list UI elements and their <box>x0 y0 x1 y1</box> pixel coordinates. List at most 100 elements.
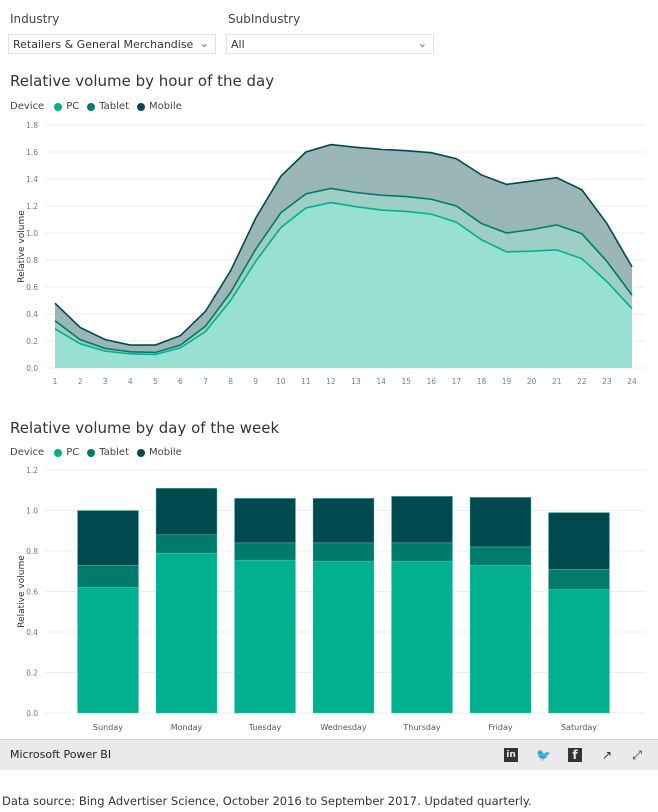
legend-tablet[interactable]: Tablet <box>99 101 129 112</box>
x-tick-label: Tuesday <box>248 723 282 732</box>
bar-mobile-saturday <box>548 512 610 570</box>
x-tick-label: 11 <box>301 377 311 386</box>
x-tick-label: 1 <box>53 377 58 386</box>
x-tick-label: 2 <box>78 377 83 386</box>
x-tick-label: 3 <box>103 377 108 386</box>
y-tick-label: 0.6 <box>26 588 38 597</box>
pc-dot-icon <box>54 102 63 111</box>
industry-value: Retailers & General Merchandise <box>13 38 194 51</box>
expand-icon[interactable]: ⤢ <box>632 748 642 762</box>
x-tick-label: 8 <box>228 377 233 386</box>
x-tick-label: 9 <box>253 377 258 386</box>
x-tick-label: 17 <box>452 377 462 386</box>
line-pc <box>54 201 633 356</box>
weekly-chart-title: Relative volume by day of the week <box>10 419 280 437</box>
x-tick-label: 6 <box>178 377 183 386</box>
chevron-down-icon: ⌄ <box>417 37 427 50</box>
x-tick-label: 23 <box>602 377 612 386</box>
facebook-icon[interactable]: f <box>568 748 582 762</box>
share-icon[interactable]: ↗ <box>601 748 613 762</box>
legend-mobile[interactable]: Mobile <box>149 447 182 458</box>
tablet-dot-icon <box>87 102 96 111</box>
line-tablet <box>54 187 633 354</box>
mobile-dot-icon <box>137 448 145 457</box>
x-tick-label: 15 <box>401 377 411 386</box>
y-tick-label: 0.6 <box>26 283 38 292</box>
area-mobile <box>55 144 632 353</box>
twitter-icon[interactable]: 🐦 <box>536 748 551 762</box>
legend-tablet[interactable]: Tablet <box>99 447 129 458</box>
x-tick-label: 4 <box>128 377 133 386</box>
bar-tablet-monday <box>155 534 218 554</box>
area-tablet <box>55 188 632 355</box>
x-tick-label: Friday <box>488 723 513 732</box>
powerbi-brand[interactable]: Microsoft Power BI <box>10 748 112 761</box>
y-tick-label: 0.4 <box>26 310 38 319</box>
bar-pc-sunday <box>77 587 139 714</box>
bar-mobile-monday <box>155 488 218 536</box>
bar-pc-tuesday <box>234 559 296 714</box>
bar-tablet-friday <box>469 546 532 566</box>
area-pc <box>55 202 632 368</box>
bar-tablet-tuesday <box>234 542 296 561</box>
y-tick-label: 1.2 <box>26 202 38 211</box>
bar-tablet-saturday <box>548 569 610 590</box>
y-tick-label: 0.0 <box>26 709 38 718</box>
bar-tablet-sunday <box>77 564 139 588</box>
bar-pc-monday <box>155 552 218 714</box>
x-tick-label: Wednesday <box>320 723 367 732</box>
bar-mobile-sunday <box>77 510 139 566</box>
x-tick-label: 21 <box>552 377 562 386</box>
bar-mobile-wednesday <box>312 498 375 544</box>
bar-pc-saturday <box>548 589 610 714</box>
industry-label: Industry <box>10 12 60 26</box>
legend-title: Device <box>10 447 45 458</box>
legend-pc[interactable]: PC <box>66 447 80 458</box>
hourly-legend: Device PC Tablet Mobile <box>10 101 182 112</box>
x-tick-label: 12 <box>326 377 336 386</box>
x-tick-label: 22 <box>577 377 587 386</box>
x-tick-label: 7 <box>203 377 208 386</box>
x-tick-label: 20 <box>527 377 537 386</box>
y-tick-label: 0.4 <box>26 628 38 637</box>
y-tick-label: 0.8 <box>26 547 38 556</box>
tablet-dot-icon <box>87 448 96 457</box>
x-tick-label: 16 <box>427 377 437 386</box>
legend-mobile[interactable]: Mobile <box>149 101 182 112</box>
weekly-bar-chart: 0.0 0.2 0.4 0.6 0.8 1.0 1.2 Relative volume Sund… <box>17 466 645 732</box>
y-tick-label: 0.8 <box>26 256 38 265</box>
x-tick-label: 5 <box>153 377 158 386</box>
x-tick-label: 10 <box>276 377 286 386</box>
bar-pc-thursday <box>391 560 453 714</box>
pc-dot-icon <box>54 448 63 457</box>
legend-title: Device <box>10 101 45 112</box>
bar-pc-wednesday <box>312 560 375 714</box>
bar-mobile-thursday <box>391 496 453 544</box>
subindustry-dropdown[interactable]: All ⌄ <box>226 34 434 54</box>
y-tick-label: 0.2 <box>26 669 38 678</box>
mobile-dot-icon <box>137 102 145 111</box>
x-tick-label: Sunday <box>93 723 123 732</box>
powerbi-footer: Microsoft Power BI in 🐦 f ↗ ⤢ <box>0 739 658 770</box>
y-tick-label: 1.0 <box>26 507 38 516</box>
x-tick-label: Monday <box>171 723 203 732</box>
hourly-chart-title: Relative volume by hour of the day <box>10 72 275 90</box>
x-tick-label: 19 <box>502 377 512 386</box>
x-tick-label: 24 <box>627 377 637 386</box>
x-tick-label: Saturday <box>561 723 597 732</box>
y-axis-label: Relative volume <box>17 555 27 628</box>
y-tick-label: 1.6 <box>26 148 38 157</box>
industry-dropdown[interactable]: Retailers & General Merchandise ⌄ <box>8 34 216 54</box>
y-tick-label: 0.0 <box>26 364 38 373</box>
bar-tablet-thursday <box>391 542 453 562</box>
linkedin-icon[interactable]: in <box>504 748 518 762</box>
data-source-note: Data source: Bing Advertiser Science, Oc… <box>2 794 532 808</box>
subindustry-value: All <box>231 38 245 51</box>
legend-pc[interactable]: PC <box>66 101 80 112</box>
weekly-legend: Device PC Tablet Mobile <box>10 447 182 458</box>
subindustry-label: SubIndustry <box>228 12 301 26</box>
y-tick-label: 1.4 <box>26 175 38 184</box>
line-mobile <box>54 143 633 346</box>
bar-pc-friday <box>469 564 532 714</box>
x-tick-label: 13 <box>351 377 361 386</box>
